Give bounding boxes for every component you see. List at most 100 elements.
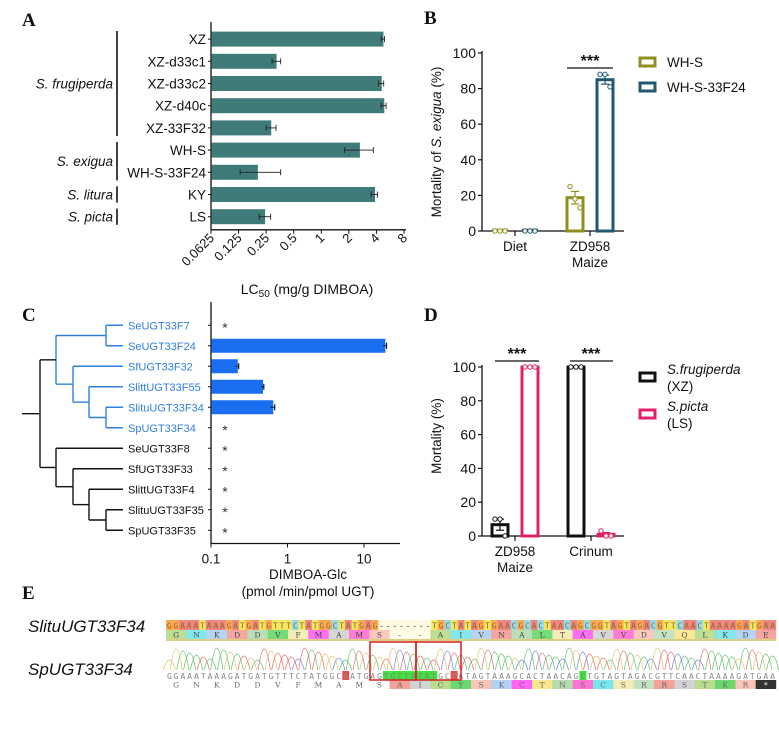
group-label: S. picta — [68, 210, 114, 225]
sample-nucleotide: G — [323, 672, 328, 681]
sample-nucleotide: T — [262, 672, 267, 681]
sample-nucleotide: C — [648, 672, 653, 681]
sample-amino-acid: C — [600, 681, 606, 690]
sample-nucleotide: A — [370, 672, 375, 681]
nucleotide: G — [591, 622, 596, 631]
data-point — [568, 364, 574, 370]
sample-nucleotide: A — [214, 672, 219, 681]
sample-nucleotide: G — [736, 672, 741, 681]
data-point — [603, 533, 609, 539]
nucleotide-cell — [623, 620, 631, 630]
nucleotide-cell — [245, 620, 253, 630]
nucleotide: C — [677, 622, 682, 631]
sample-aa-cell — [735, 680, 756, 689]
nucleotide: G — [439, 622, 444, 631]
nucleotide-cell — [762, 620, 770, 630]
amino-acid: K — [214, 631, 220, 640]
nucleotide: T — [485, 622, 490, 631]
sample-amino-acid: S — [682, 681, 687, 690]
x-axis-label-sub: 50 — [259, 289, 271, 300]
y-tick-label: 0 — [468, 223, 476, 239]
sample-nucleotide: G — [364, 672, 369, 681]
nucleotide-cell — [722, 620, 730, 630]
amino-acid-cell — [410, 630, 431, 639]
nucleotide-cell — [530, 620, 538, 630]
sample-nucleotide: C — [519, 672, 524, 681]
panel-label-e: E — [22, 583, 35, 604]
nucleotide-cell — [517, 620, 525, 630]
x-axis-label-main: LC — [241, 281, 259, 297]
nucleotide-cell — [610, 620, 618, 630]
category-label: WH-S-33F24 — [127, 165, 206, 180]
nucleotide-cell — [351, 620, 359, 630]
amino-acid-cell — [349, 630, 370, 639]
data-point — [602, 71, 608, 78]
nucleotide: T — [339, 622, 344, 631]
category-label: XZ-33F32 — [146, 121, 206, 136]
nucleotide-cell — [656, 620, 664, 630]
nucleotide: A — [306, 622, 311, 631]
sample-nucleotide: T — [282, 672, 287, 681]
nucleotide: C — [512, 622, 517, 631]
sample-aa-cell — [247, 680, 268, 689]
sample-amino-acid: N — [559, 681, 566, 690]
amino-acid: T — [560, 631, 565, 640]
sample-nucleotide: G — [391, 672, 396, 681]
nucleotide: C — [445, 622, 450, 631]
nucleotide: G — [326, 622, 331, 631]
nucleotide-cell — [437, 620, 445, 630]
amino-acid-cell — [755, 630, 777, 639]
nucleotide-cell — [550, 620, 558, 630]
y-tick-label: 0 — [468, 528, 476, 544]
nucleotide-cell — [457, 620, 465, 630]
sample-nucleotide: T — [621, 672, 626, 681]
amino-acid-cell — [247, 630, 268, 639]
leaf-label: SpUGT33F34 — [128, 423, 196, 435]
nucleotide-cell — [358, 620, 366, 630]
sample-nucleotide: T — [289, 672, 294, 681]
amino-acid: L — [702, 631, 707, 640]
sample-nucleotide: A — [608, 672, 613, 681]
nucleotide-cell — [166, 620, 173, 630]
sample-aa-cell — [755, 680, 777, 689]
sample-aa-cell — [450, 680, 472, 689]
sample-amino-acid: A — [396, 681, 403, 690]
amino-acid: A — [335, 631, 342, 640]
nucleotide: A — [730, 622, 735, 631]
nucleotide: A — [532, 622, 537, 631]
data-point — [492, 228, 498, 234]
sample-nucleotide: T — [404, 672, 409, 681]
sample-nucleotide: A — [628, 672, 633, 681]
amino-acid: D — [641, 631, 647, 640]
sample-nucleotide: T — [357, 672, 362, 681]
nucleotide-cell — [543, 620, 551, 630]
data-point — [497, 516, 503, 522]
sample-nucleotide: A — [689, 672, 694, 681]
sample-amino-acid: Y — [457, 681, 464, 690]
nucleotide-cell — [238, 620, 246, 630]
leaf-label: SlituUGT33F35 — [128, 505, 204, 517]
nucleotide: A — [472, 622, 477, 631]
sample-nucleotide: T — [465, 672, 470, 681]
nucleotide: A — [253, 622, 258, 631]
amino-acid-cell — [532, 630, 553, 639]
sample-amino-acid: S — [479, 681, 484, 690]
not-detected-marker: * — [222, 463, 228, 479]
nucleotide-cell — [736, 620, 744, 630]
sample-amino-acid: D — [254, 681, 260, 690]
bar — [211, 379, 264, 394]
amino-acid-cell — [206, 630, 228, 639]
nucleotide: A — [724, 622, 729, 631]
nucleotide: A — [711, 622, 716, 631]
nucleotide: G — [598, 622, 603, 631]
sample-nucleotide: A — [309, 672, 314, 681]
sample-nucleotide: G — [513, 672, 518, 681]
sample-aa-cell — [389, 680, 411, 689]
nucleotide-cell — [272, 620, 279, 630]
sample-nucleotide: A — [255, 672, 260, 681]
nucleotide: A — [233, 622, 238, 631]
data-point — [532, 228, 538, 234]
y-tick-label: 80 — [460, 393, 476, 409]
bar — [211, 164, 258, 180]
